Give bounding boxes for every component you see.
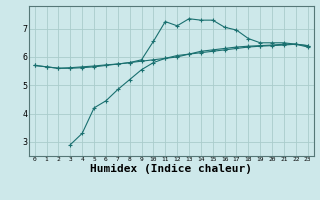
X-axis label: Humidex (Indice chaleur): Humidex (Indice chaleur) [90,164,252,174]
